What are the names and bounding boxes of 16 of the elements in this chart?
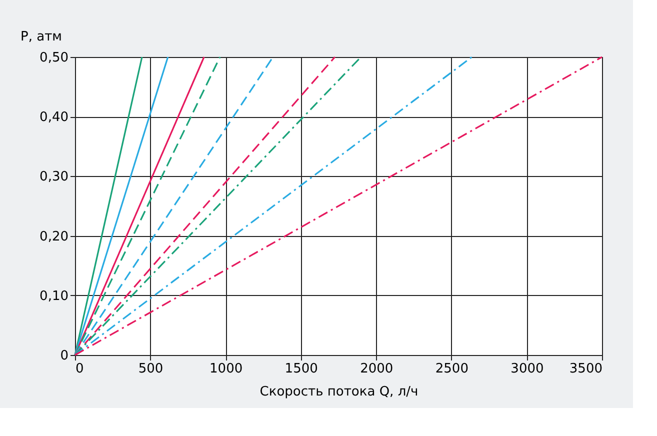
x-axis-title: Скорость потока Q, л/ч: [260, 384, 418, 400]
x-tick-label: 1500: [284, 362, 318, 376]
x-tick-label: 3000: [510, 362, 544, 376]
y-axis-title: P, атм: [20, 30, 62, 44]
y-tick-label: 0,50: [40, 50, 68, 66]
x-tick-label: 0: [76, 362, 84, 376]
x-tick-label: 2500: [435, 362, 468, 376]
y-tick-label: 0,10: [40, 288, 68, 304]
x-tick-label: 1000: [210, 362, 243, 376]
x-tick-label: 2000: [360, 362, 394, 376]
x-tick-label: 500: [138, 362, 164, 376]
x-tick-label: 3500: [569, 362, 602, 376]
y-tick-label: 0,40: [40, 110, 68, 126]
y-tick-label: 0: [60, 348, 68, 364]
y-tick-label: 0,30: [40, 170, 68, 185]
y-tick-label: 0,20: [40, 229, 68, 244]
